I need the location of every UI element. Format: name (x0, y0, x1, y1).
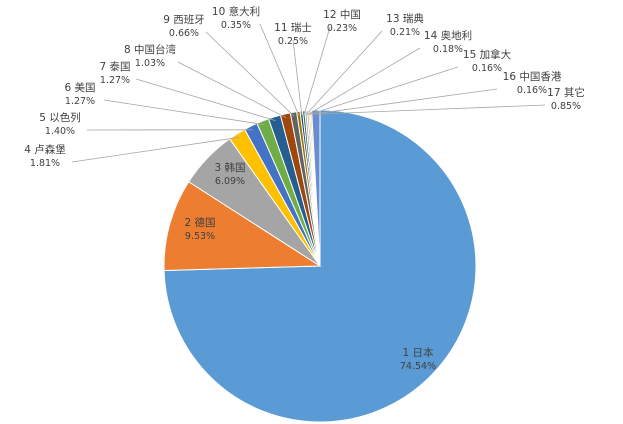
slice-label-4: 4 卢森堡 (24, 143, 66, 156)
slice-label-2: 2 德国 (184, 216, 215, 229)
leader-line-9 (205, 31, 295, 117)
pie-slice-2 (163, 181, 322, 271)
slice-label-10: 10 意大利 (212, 5, 260, 18)
slice-percent-15: 0.16% (472, 63, 502, 74)
leader-line-4 (71, 136, 240, 163)
slice-percent-16: 0.16% (517, 85, 547, 96)
pie-slices (163, 109, 477, 423)
slice-percent-3: 6.09% (215, 176, 245, 187)
slice-label-12: 12 中国 (323, 8, 361, 21)
slice-percent-8: 1.03% (135, 58, 165, 69)
leader-line-11 (292, 39, 303, 116)
slice-percent-10: 0.35% (221, 20, 251, 31)
slice-percent-7: 1.27% (100, 75, 130, 86)
slice-percent-6: 1.27% (65, 96, 95, 107)
leader-lines (71, 23, 546, 163)
leader-line-8 (177, 61, 287, 119)
slice-label-11: 11 瑞士 (274, 21, 312, 34)
slice-label-3: 3 韩国 (214, 161, 245, 174)
slice-percent-12: 0.23% (327, 23, 357, 34)
slice-percent-11: 0.25% (278, 36, 308, 47)
leader-line-14 (307, 47, 421, 115)
slice-percent-1: 74.54% (400, 361, 436, 372)
slice-label-6: 6 美国 (64, 81, 95, 94)
leader-line-13 (305, 30, 383, 115)
slice-percent-2: 9.53% (185, 231, 215, 242)
slice-percent-9: 0.66% (169, 28, 199, 39)
slice-label-14: 14 奥地利 (424, 29, 472, 42)
slice-percent-13: 0.21% (390, 27, 420, 38)
slice-label-7: 7 泰国 (99, 60, 130, 73)
leader-line-17 (315, 104, 546, 115)
slice-labels: 1 日本 74.54% 2 德国 9.53% 3 韩国 6.09% 4 卢森堡 1.81% 5 … (24, 5, 585, 372)
slice-label-13: 13 瑞典 (386, 12, 424, 25)
leader-line-12 (303, 26, 331, 115)
slice-percent-5: 1.40% (45, 126, 75, 137)
slice-percent-4: 1.81% (30, 158, 60, 169)
leader-line-7 (135, 78, 276, 121)
leader-line-6 (103, 99, 265, 125)
slice-label-15: 15 加拿大 (463, 48, 512, 61)
slice-label-9: 9 西班牙 (163, 14, 205, 26)
slice-label-16: 16 中国香港 (503, 70, 562, 83)
slice-label-5: 5 以色列 (39, 111, 81, 124)
slice-percent-14: 0.18% (433, 44, 463, 55)
leader-line-15 (309, 66, 459, 115)
slice-percent-17: 0.85% (551, 101, 581, 112)
slice-label-8: 8 中国台湾 (124, 43, 177, 56)
slice-label-1: 1 日本 (402, 346, 434, 359)
slice-label-17: 17 其它 (547, 86, 585, 99)
leader-line-10 (259, 23, 300, 116)
leader-line-16 (311, 88, 498, 115)
